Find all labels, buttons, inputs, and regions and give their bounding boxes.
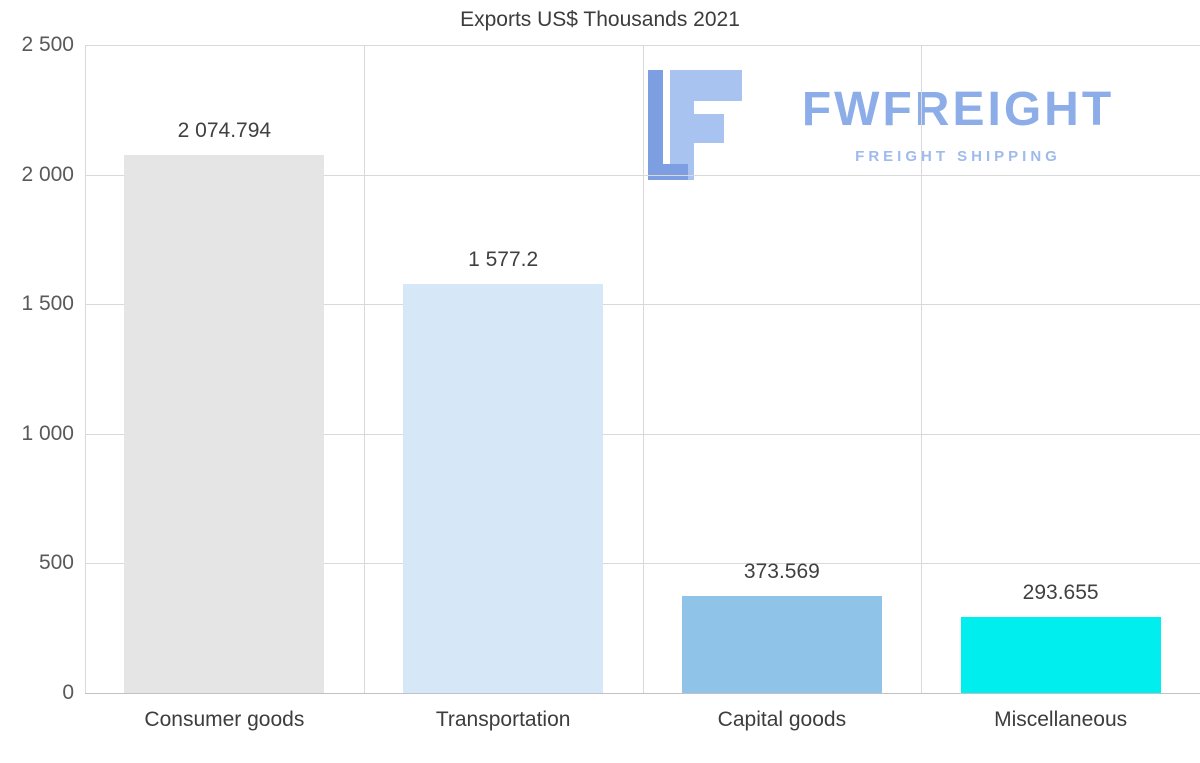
- x-axis-category-label-consumer-goods: Consumer goods: [144, 708, 305, 731]
- bar-value-label-capital-goods: 373.569: [743, 560, 820, 584]
- bar-transportation: [403, 284, 604, 693]
- bar-consumer-goods: [124, 155, 325, 693]
- gridline-vertical: [642, 45, 644, 693]
- chart-title: Exports US$ Thousands 2021: [460, 8, 740, 31]
- y-axis-tick-label: 2 000: [21, 162, 74, 186]
- logo: FWFREIGHT FREIGHT SHIPPING: [648, 66, 1158, 190]
- logo-f-icon: [648, 70, 742, 180]
- bar-capital-goods: [681, 596, 882, 693]
- y-axis-tick-label: 500: [38, 551, 74, 575]
- bar-value-label-miscellaneous: 293.655: [1022, 580, 1099, 604]
- gridline-vertical: [921, 45, 923, 693]
- bar-value-label-consumer-goods: 2 074.794: [177, 119, 272, 143]
- gridline-vertical: [363, 45, 365, 693]
- bar-value-label-transportation: 1 577.2: [468, 248, 539, 272]
- gridline-horizontal: [85, 693, 1200, 694]
- bar-miscellaneous: [960, 616, 1161, 693]
- logo-subtitle-text: FREIGHT SHIPPING: [855, 148, 1061, 165]
- logo-brand-text: FWFREIGHT: [801, 83, 1115, 136]
- y-axis-tick-label: 0: [62, 681, 74, 704]
- x-axis-category-label-capital-goods: Capital goods: [717, 708, 847, 731]
- x-axis-category-label-transportation: Transportation: [435, 708, 571, 731]
- x-axis-category-label-miscellaneous: Miscellaneous: [994, 708, 1128, 731]
- y-axis-tick-label: 2 500: [21, 33, 74, 56]
- y-axis-tick-label: 1 000: [21, 421, 74, 445]
- y-axis-tick-label: 1 500: [21, 292, 74, 316]
- gridline-vertical: [85, 45, 86, 693]
